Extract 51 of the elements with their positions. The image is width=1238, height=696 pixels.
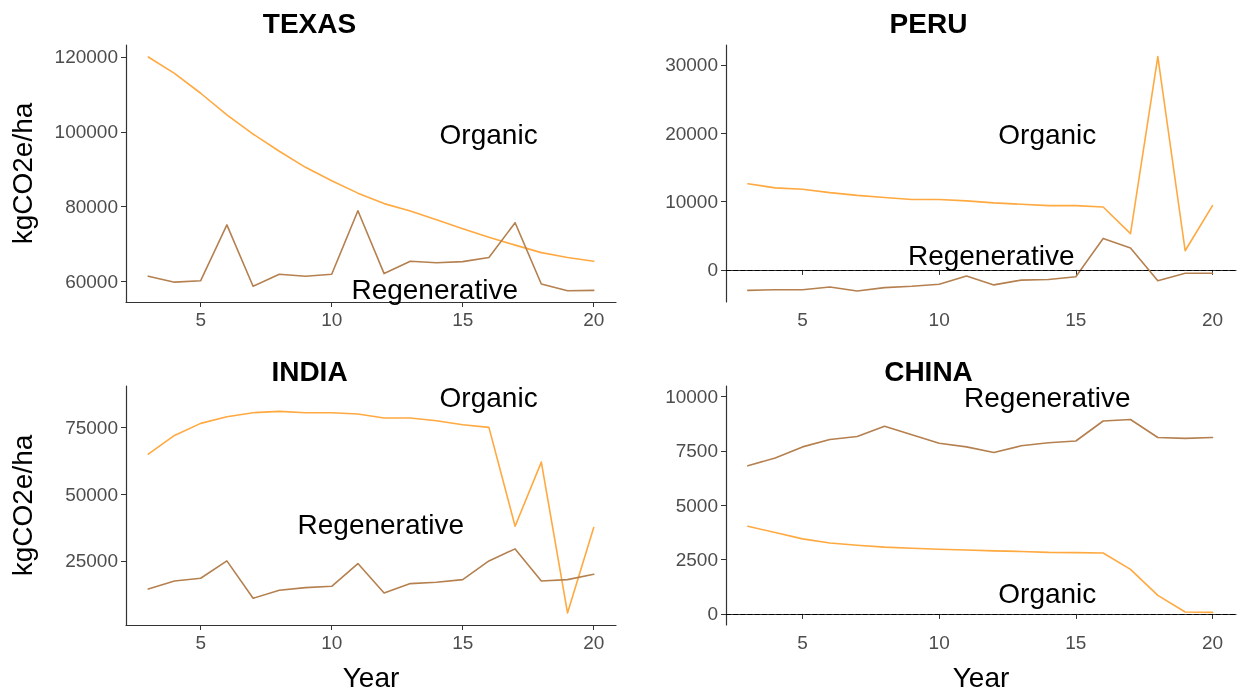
y-tick-label: 120000 [54, 46, 118, 68]
y-tick-label: 7500 [675, 440, 718, 462]
x-tick-label: 20 [1201, 309, 1224, 330]
y-tick-label: 0 [707, 603, 718, 625]
y-tick-label: 10000 [665, 385, 718, 407]
y-tick-label: 20000 [665, 122, 718, 144]
y-tick-label: 0 [707, 259, 718, 281]
y-tick-label: 80000 [65, 196, 118, 218]
series-label: Organic [439, 382, 538, 414]
y-tick-label: 50000 [65, 483, 118, 505]
y-tick-label: 60000 [65, 270, 118, 292]
y-tick-label: 2500 [675, 549, 718, 571]
x-tick-label: 15 [452, 632, 474, 653]
y-tick-label: 25000 [65, 550, 118, 572]
line-series [147, 548, 595, 600]
y-axis-title: kgCO2e/ha [6, 102, 38, 245]
series-label: Regenerative [907, 240, 1075, 272]
y-axis-title: kgCO2e/ha [6, 434, 38, 577]
x-tick-label: 20 [583, 632, 605, 653]
series-label: Regenerative [297, 509, 465, 541]
y-tick-label: 75000 [65, 416, 118, 438]
y-tick-label: 100000 [54, 121, 118, 143]
x-axis-title: Year [952, 661, 1010, 693]
x-tick-label: 5 [797, 632, 808, 653]
line-series [747, 237, 1214, 292]
y-tick-label: 30000 [665, 54, 718, 76]
text: Organic [439, 119, 538, 151]
chart-title: INDIA [271, 355, 348, 387]
x-tick-label: 15 [1065, 309, 1087, 330]
series-label: Organic [998, 119, 1097, 151]
x-tick-label: 10 [928, 309, 950, 330]
y-tick-label: 10000 [665, 191, 718, 213]
x-tick-label: 5 [195, 632, 206, 653]
x-tick-label: 20 [583, 309, 605, 330]
x-tick-label: 15 [452, 309, 474, 330]
line-series [747, 418, 1214, 467]
x-tick-label: 5 [797, 309, 808, 330]
chart-title: PERU [889, 7, 968, 39]
y-tick-label: 5000 [675, 494, 718, 516]
x-tick-label: 20 [1201, 632, 1224, 653]
line-series [747, 525, 1214, 614]
x-tick-label: 10 [928, 632, 950, 653]
x-axis-title: Year [342, 661, 400, 693]
chart-title: TEXAS [262, 7, 357, 39]
series-label: Organic [998, 578, 1097, 610]
x-tick-label: 5 [195, 309, 206, 330]
x-tick-label: 10 [321, 309, 343, 330]
series-label: Regenerative [351, 273, 518, 305]
line-series [147, 56, 595, 263]
x-tick-label: 10 [321, 632, 343, 653]
x-tick-label: 15 [1065, 632, 1087, 653]
